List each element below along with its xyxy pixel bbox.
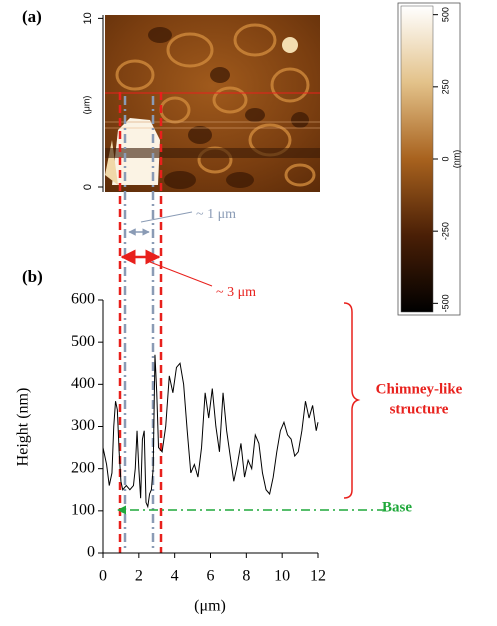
x-tick-label: 0: [99, 568, 107, 585]
annotation: ~ 1 μm: [196, 207, 236, 222]
x-tick-label: 8: [242, 568, 250, 585]
x-tick-label: 2: [135, 568, 143, 585]
colorbar-tick-label: -500: [440, 294, 450, 312]
x-tick-label: 10: [274, 568, 290, 585]
y-tick-label: 0: [82, 184, 94, 190]
colorbar-tick-label: -250: [440, 222, 450, 240]
y-axis-label: Height (nm): [15, 388, 32, 467]
y-tick-label: 300: [71, 417, 95, 434]
annotation: Chimney-like: [376, 381, 463, 397]
colorbar: [400, 5, 434, 313]
y-tick-label: 500: [71, 333, 95, 350]
image-axis-label: (μm): [81, 96, 91, 115]
annotation: Base: [382, 499, 412, 515]
colorbar-label: (nm): [451, 150, 461, 169]
x-tick-label: 12: [310, 568, 326, 585]
annotation: structure: [390, 401, 449, 417]
annotations: [117, 92, 386, 553]
annotation: ~ 3 μm: [216, 285, 256, 300]
y-tick-label: 10: [82, 12, 94, 24]
y-tick-label: 0: [87, 544, 95, 561]
x-tick-label: 4: [171, 568, 179, 585]
panel-label: (a): [22, 7, 42, 26]
afm-image: [105, 15, 320, 192]
x-tick-label: 6: [207, 568, 215, 585]
x-axis-label: (μm): [194, 598, 226, 615]
data-line: [102, 354, 319, 509]
y-tick-label: 100: [71, 502, 95, 519]
colorbar-tick-label: 250: [440, 79, 450, 94]
y-tick-label: 600: [71, 291, 95, 308]
y-tick-label: 200: [71, 459, 95, 476]
y-tick-label: 400: [71, 375, 95, 392]
colorbar-tick-label: 0: [440, 156, 450, 161]
panel-label: (b): [22, 267, 43, 286]
colorbar-tick-label: 500: [440, 7, 450, 22]
